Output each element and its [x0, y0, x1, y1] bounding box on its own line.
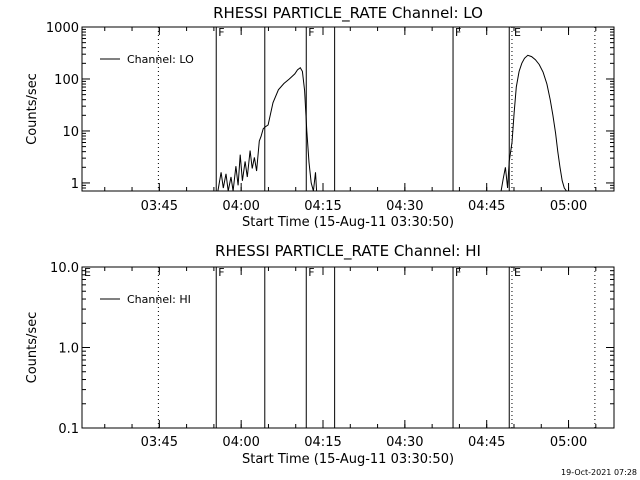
lo-plot-frame: [82, 27, 614, 191]
hi-flag-4: E: [514, 266, 521, 279]
lo-flag-3: E: [514, 26, 521, 39]
hi-x-tick-label-2: 04:15: [304, 435, 341, 450]
lo-x-tick-label-5: 05:00: [550, 199, 587, 214]
hi-plot-frame: [82, 267, 614, 428]
lo-x-tick-label-0: 03:45: [141, 199, 178, 214]
lo-x-tick-label-2: 04:15: [304, 199, 341, 214]
lo-chart-title: RHESSI PARTICLE_RATE Channel: LO: [213, 4, 483, 23]
hi-x-tick-label-0: 03:45: [141, 435, 178, 450]
lo-x-tick-label-1: 04:00: [222, 199, 259, 214]
hi-x-axis-label: Start Time (15-Aug-11 03:30:50): [242, 452, 454, 467]
lo-flag-0: F: [218, 26, 224, 39]
lo-y-tick-label-1: 10: [62, 125, 79, 140]
hi-x-tick-label-3: 04:30: [386, 435, 423, 450]
lo-series-0: [218, 68, 317, 191]
hi-flag-2: F: [308, 266, 314, 279]
lo-legend-label: Channel: LO: [127, 53, 194, 66]
lo-x-tick-label-3: 04:30: [386, 199, 423, 214]
hi-y-tick-label-0: 0.1: [58, 422, 79, 437]
hi-flag-1: F: [218, 266, 224, 279]
lo-y-axis-label: Counts/sec: [25, 73, 40, 145]
lo-channel-panel: RHESSI PARTICLE_RATE Channel: LO 1 10 100 10…: [25, 4, 614, 230]
lo-flag-2: F: [455, 26, 461, 39]
lo-series-1: [501, 55, 566, 191]
hi-channel-panel: RHESSI PARTICLE_RATE Channel: HI 0.1 1.0 10…: [25, 242, 614, 467]
hi-flag-3: F: [455, 266, 461, 279]
lo-y-tick-label-0: 1: [71, 177, 79, 192]
timestamp: 19-Oct-2021 07:28: [561, 468, 637, 477]
hi-flag-0: E: [84, 266, 91, 279]
hi-x-tick-label-4: 04:45: [468, 435, 505, 450]
hi-x-tick-label-1: 04:00: [222, 435, 259, 450]
lo-flag-1: F: [308, 26, 314, 39]
lo-x-tick-label-4: 04:45: [468, 199, 505, 214]
hi-x-tick-label-5: 05:00: [550, 435, 587, 450]
lo-x-axis-label: Start Time (15-Aug-11 03:30:50): [242, 215, 454, 230]
lo-y-tick-label-3: 1000: [46, 21, 79, 36]
hi-y-axis-label: Counts/sec: [25, 312, 40, 384]
hi-y-tick-label-2: 10.0: [50, 261, 79, 276]
hi-y-tick-label-1: 1.0: [58, 342, 79, 357]
particle-rate-plots: RHESSI PARTICLE_RATE Channel: LO 1 10 100 10…: [0, 0, 640, 480]
hi-legend-label: Channel: HI: [127, 293, 191, 306]
hi-chart-title: RHESSI PARTICLE_RATE Channel: HI: [215, 242, 481, 261]
lo-y-tick-label-2: 100: [54, 73, 79, 88]
